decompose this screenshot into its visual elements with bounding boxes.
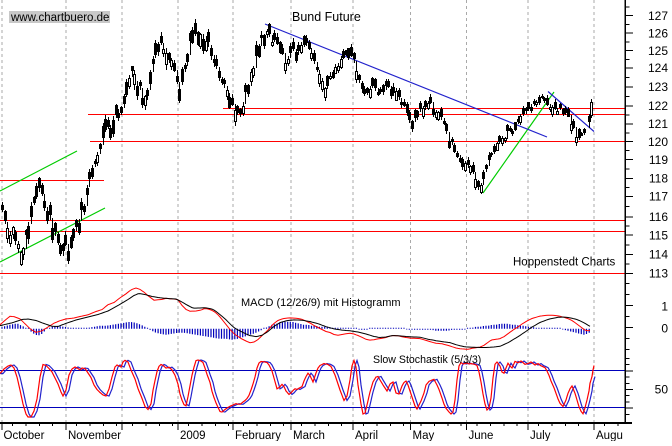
svg-text:122: 122 [648, 99, 668, 113]
svg-text:Bund Future: Bund Future [292, 10, 361, 24]
svg-text:www.chartbuero.de: www.chartbuero.de [10, 12, 109, 24]
svg-text:Slow Stochastik (5/3/3): Slow Stochastik (5/3/3) [373, 354, 481, 366]
svg-text:118: 118 [649, 172, 668, 186]
svg-text:50: 50 [655, 383, 669, 397]
svg-text:June: June [469, 430, 494, 441]
svg-text:124: 124 [648, 61, 668, 75]
svg-text:March: March [293, 430, 325, 441]
svg-text:MACD (12/26/9) mit Histogramm: MACD (12/26/9) mit Histogramm [241, 297, 401, 309]
svg-text:2009: 2009 [180, 430, 206, 441]
svg-text:120: 120 [648, 135, 668, 149]
svg-text:0: 0 [661, 321, 668, 335]
svg-text:113: 113 [649, 267, 668, 281]
svg-text:November: November [68, 430, 121, 441]
svg-text:1: 1 [661, 300, 668, 314]
svg-text:February: February [235, 430, 281, 441]
svg-text:Augu: Augu [596, 430, 623, 441]
svg-text:Hoppenstedt Charts: Hoppenstedt Charts [513, 257, 616, 269]
svg-text:May: May [413, 430, 435, 441]
svg-text:119: 119 [649, 153, 668, 167]
svg-text:125: 125 [648, 44, 668, 58]
svg-text:114: 114 [649, 248, 668, 262]
svg-text:October: October [4, 430, 45, 441]
svg-text:117: 117 [649, 190, 668, 204]
svg-text:April: April [355, 430, 378, 441]
svg-text:116: 116 [649, 210, 668, 224]
svg-text:115: 115 [649, 228, 668, 242]
svg-text:127: 127 [648, 9, 668, 23]
svg-text:121: 121 [648, 117, 668, 131]
svg-text:July: July [530, 430, 551, 441]
svg-text:123: 123 [648, 80, 668, 94]
svg-text:126: 126 [648, 26, 668, 40]
